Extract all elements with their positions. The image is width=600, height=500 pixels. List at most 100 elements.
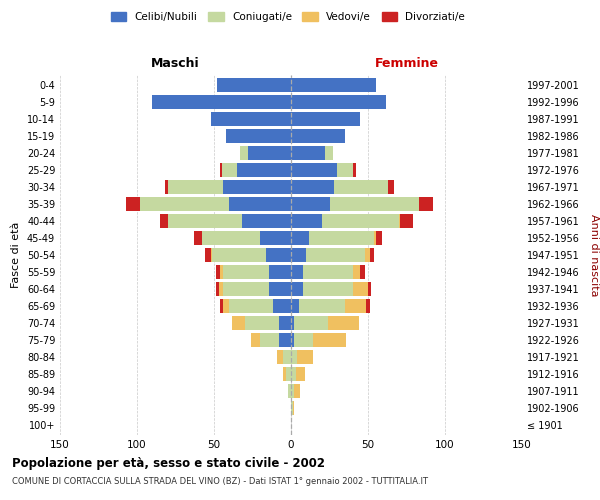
Legend: Celibi/Nubili, Coniugati/e, Vedovi/e, Divorziati/e: Celibi/Nubili, Coniugati/e, Vedovi/e, Di… [107,8,469,26]
Bar [291,282,304,296]
Bar [194,231,202,245]
Bar [286,367,291,381]
Bar [370,248,374,262]
Bar [229,197,291,211]
Bar [211,248,212,262]
Bar [240,146,248,160]
Bar [168,214,242,228]
Bar [229,299,272,313]
Bar [237,163,291,177]
Bar [329,197,419,211]
Bar [220,265,223,279]
Bar [291,401,293,415]
Bar [291,112,360,126]
Bar [400,214,413,228]
Bar [260,231,291,245]
Bar [299,299,345,313]
Bar [297,350,313,364]
Bar [278,316,291,330]
Bar [291,350,297,364]
Bar [223,180,291,194]
Bar [223,299,229,313]
Text: Femmine: Femmine [374,57,439,70]
Bar [269,265,291,279]
Bar [322,214,399,228]
Bar [266,248,291,262]
Bar [376,231,382,245]
Bar [325,146,332,160]
Bar [291,265,304,279]
Bar [222,163,237,177]
Bar [293,401,294,415]
Bar [152,95,291,109]
Bar [245,316,278,330]
Bar [218,282,223,296]
Text: Popolazione per età, sesso e stato civile - 2002: Popolazione per età, sesso e stato civil… [12,458,325,470]
Bar [291,180,334,194]
Bar [291,163,337,177]
Bar [160,214,168,228]
Y-axis label: Fasce di età: Fasce di età [11,222,21,288]
Bar [291,299,299,313]
Bar [313,333,346,347]
Bar [126,197,140,211]
Bar [215,282,218,296]
Bar [419,197,433,211]
Bar [360,265,365,279]
Bar [283,350,291,364]
Bar [248,146,291,160]
Bar [215,265,220,279]
Bar [168,180,223,194]
Bar [368,282,371,296]
Bar [294,316,328,330]
Bar [365,248,370,262]
Bar [345,299,367,313]
Bar [304,282,353,296]
Bar [328,316,359,330]
Bar [288,384,291,398]
Bar [291,231,310,245]
Bar [269,282,291,296]
Bar [353,282,368,296]
Bar [291,214,322,228]
Bar [304,265,353,279]
Text: Maschi: Maschi [151,57,200,70]
Bar [277,350,283,364]
Bar [291,197,329,211]
Bar [294,384,300,398]
Bar [291,384,294,398]
Bar [291,78,376,92]
Bar [291,333,294,347]
Bar [353,163,356,177]
Bar [307,248,365,262]
Y-axis label: Anni di nascita: Anni di nascita [589,214,599,296]
Bar [294,333,313,347]
Bar [334,180,388,194]
Bar [226,129,291,143]
Bar [211,112,291,126]
Bar [310,231,374,245]
Bar [232,316,245,330]
Bar [291,248,307,262]
Bar [291,95,386,109]
Bar [212,248,266,262]
Bar [140,197,229,211]
Bar [220,299,223,313]
Bar [353,265,360,279]
Bar [251,333,260,347]
Bar [260,333,278,347]
Bar [291,367,296,381]
Bar [205,248,211,262]
Bar [217,78,291,92]
Bar [291,129,345,143]
Text: COMUNE DI CORTACCIA SULLA STRADA DEL VINO (BZ) - Dati ISTAT 1° gennaio 2002 - TU: COMUNE DI CORTACCIA SULLA STRADA DEL VIN… [12,478,428,486]
Bar [367,299,370,313]
Bar [337,163,353,177]
Bar [242,214,291,228]
Bar [165,180,168,194]
Bar [374,231,376,245]
Bar [220,163,222,177]
Bar [272,299,291,313]
Bar [223,265,269,279]
Bar [291,316,294,330]
